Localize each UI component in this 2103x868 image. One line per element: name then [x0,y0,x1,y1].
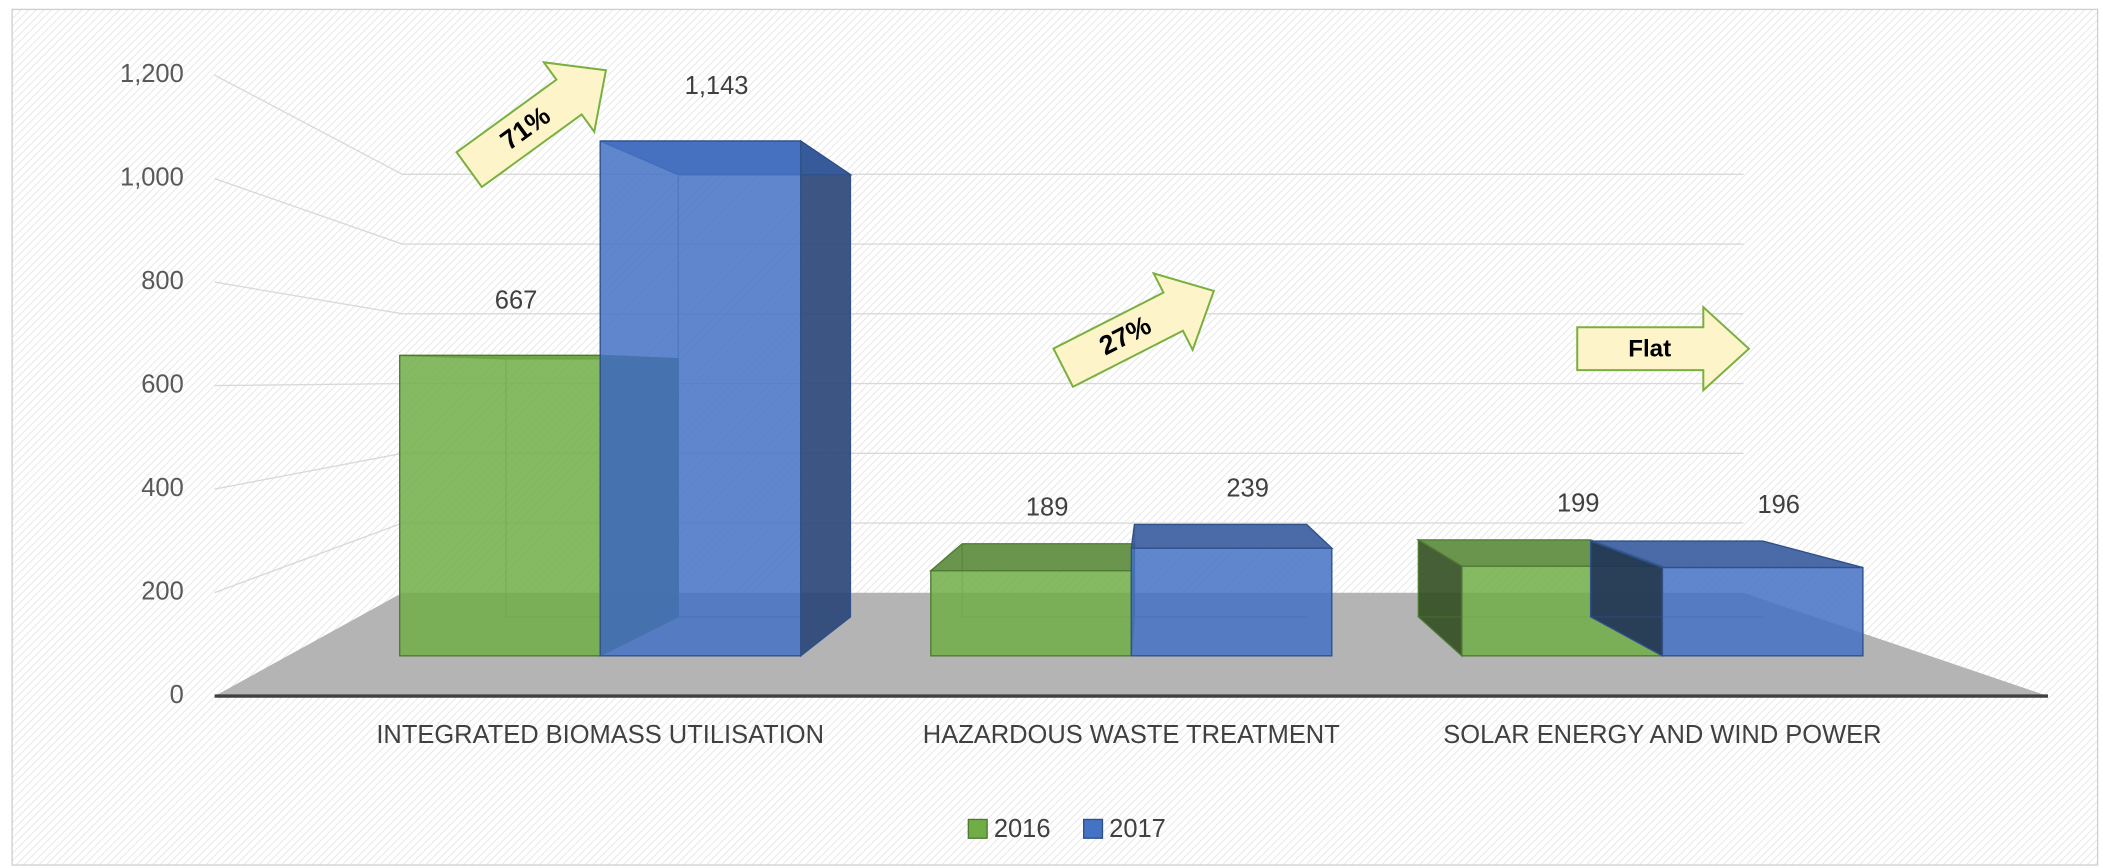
y-tick-label: 400 [141,474,184,502]
value-label: 239 [1226,474,1269,502]
y-tick-label: 600 [141,370,184,398]
bar [1661,566,1864,657]
legend-label: 2016 [994,815,1051,843]
grid-line [214,74,1744,176]
x-tick-label: INTEGRATED BIOMASS UTILISATION [376,721,824,749]
labels: 0 200 400 600 800 1,000 1,200 INTEGRATED BIOMAS… [120,60,1881,749]
legend: 2016 2017 [967,815,1166,843]
value-label: 199 [1557,490,1600,518]
value-label: 196 [1757,491,1800,519]
arrow-shape [1576,304,1751,393]
annotation-text: Flat [1628,335,1671,362]
grid-line [214,281,1744,315]
arrow-shape [455,61,608,189]
bar [399,354,601,657]
y-tick-label: 0 [170,681,184,709]
x-tick-label: HAZARDOUS WASTE TREATMENT [923,721,1340,749]
x-tick-label: SOLAR ENERGY AND WIND POWER [1443,721,1881,749]
bar-top [928,543,1136,572]
y-tick-label: 800 [141,267,184,295]
bar [599,140,802,657]
legend-label: 2017 [1109,815,1166,843]
value-label: 1,143 [685,72,749,100]
y-tick-label: 1,000 [120,163,184,191]
grid-line [214,177,1744,245]
legend-swatch [967,818,988,839]
y-tick-label: 200 [141,577,184,605]
bar [1130,547,1333,657]
value-label: 189 [1026,494,1069,522]
bars [399,139,1864,658]
value-label: 667 [495,286,537,314]
bar [930,570,1132,657]
annotation-arrow: Flat [1576,304,1751,393]
y-tick-label: 1,200 [120,60,184,88]
bar-top [1130,523,1334,549]
legend-swatch [1083,818,1104,839]
bar-side [800,139,852,658]
arrow-shape [1052,271,1216,389]
